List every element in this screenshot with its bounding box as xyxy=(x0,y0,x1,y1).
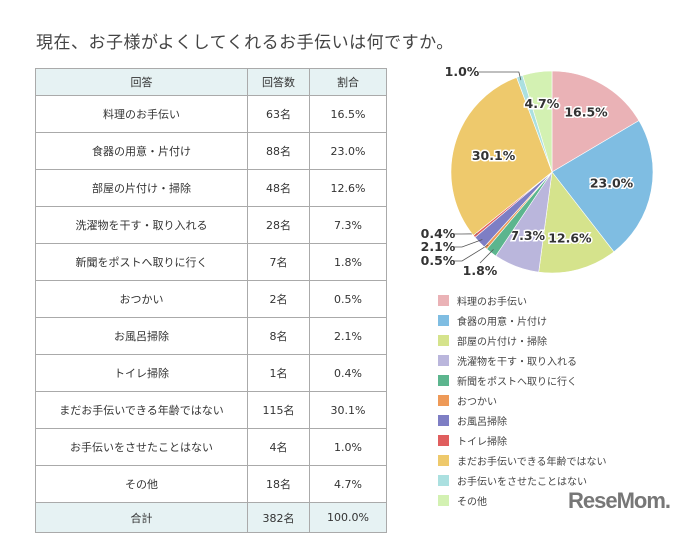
legend-item: お風呂掃除 xyxy=(438,410,607,430)
legend-swatch xyxy=(438,355,449,366)
legend-label: お風呂掃除 xyxy=(457,413,507,428)
pie-label: 16.5% xyxy=(564,104,608,119)
legend-item: 食器の用意・片付け xyxy=(438,310,607,330)
legend-label: 洗濯物を干す・取り入れる xyxy=(457,353,577,368)
legend-swatch xyxy=(438,375,449,386)
pie-label: 12.6% xyxy=(548,230,592,245)
legend-item: おつかい xyxy=(438,390,607,410)
pie-label: 4.7% xyxy=(525,96,560,111)
pie-label: 2.1% xyxy=(421,239,456,254)
legend-item: まだお手伝いできる年齢ではない xyxy=(438,450,607,470)
pie-label: 23.0% xyxy=(590,175,634,190)
legend-swatch xyxy=(438,495,449,506)
pie-label: 0.5% xyxy=(421,253,456,268)
pie-label: 0.4% xyxy=(421,226,456,241)
legend: 料理のお手伝い食器の用意・片付け部屋の片付け・掃除洗濯物を干す・取り入れる新聞を… xyxy=(438,290,607,510)
legend-label: 食器の用意・片付け xyxy=(457,313,547,328)
pie-label: 1.0% xyxy=(445,64,480,79)
legend-swatch xyxy=(438,455,449,466)
legend-label: 新聞をポストへ取りに行く xyxy=(457,373,577,388)
legend-swatch xyxy=(438,415,449,426)
legend-item: 新聞をポストへ取りに行く xyxy=(438,370,607,390)
legend-label: まだお手伝いできる年齢ではない xyxy=(457,453,607,468)
resemom-logo: ReseMom. xyxy=(568,488,670,514)
legend-label: おつかい xyxy=(457,393,497,408)
leader-line xyxy=(480,249,494,263)
legend-swatch xyxy=(438,335,449,346)
legend-item: 洗濯物を干す・取り入れる xyxy=(438,350,607,370)
legend-swatch xyxy=(438,315,449,326)
pie-label: 7.3% xyxy=(510,228,545,243)
legend-item: 部屋の片付け・掃除 xyxy=(438,330,607,350)
legend-swatch xyxy=(438,395,449,406)
pie-label: 30.1% xyxy=(472,148,516,163)
legend-item: トイレ掃除 xyxy=(438,430,607,450)
legend-label: 部屋の片付け・掃除 xyxy=(457,333,547,348)
legend-item: お手伝いをさせたことはない xyxy=(438,470,607,490)
legend-swatch xyxy=(438,295,449,306)
legend-swatch xyxy=(438,435,449,446)
legend-label: その他 xyxy=(457,493,487,508)
legend-label: トイレ掃除 xyxy=(457,433,507,448)
legend-item: 料理のお手伝い xyxy=(438,290,607,310)
legend-label: お手伝いをさせたことはない xyxy=(457,473,587,488)
legend-swatch xyxy=(438,475,449,486)
legend-label: 料理のお手伝い xyxy=(457,293,527,308)
pie-label: 1.8% xyxy=(463,263,498,278)
